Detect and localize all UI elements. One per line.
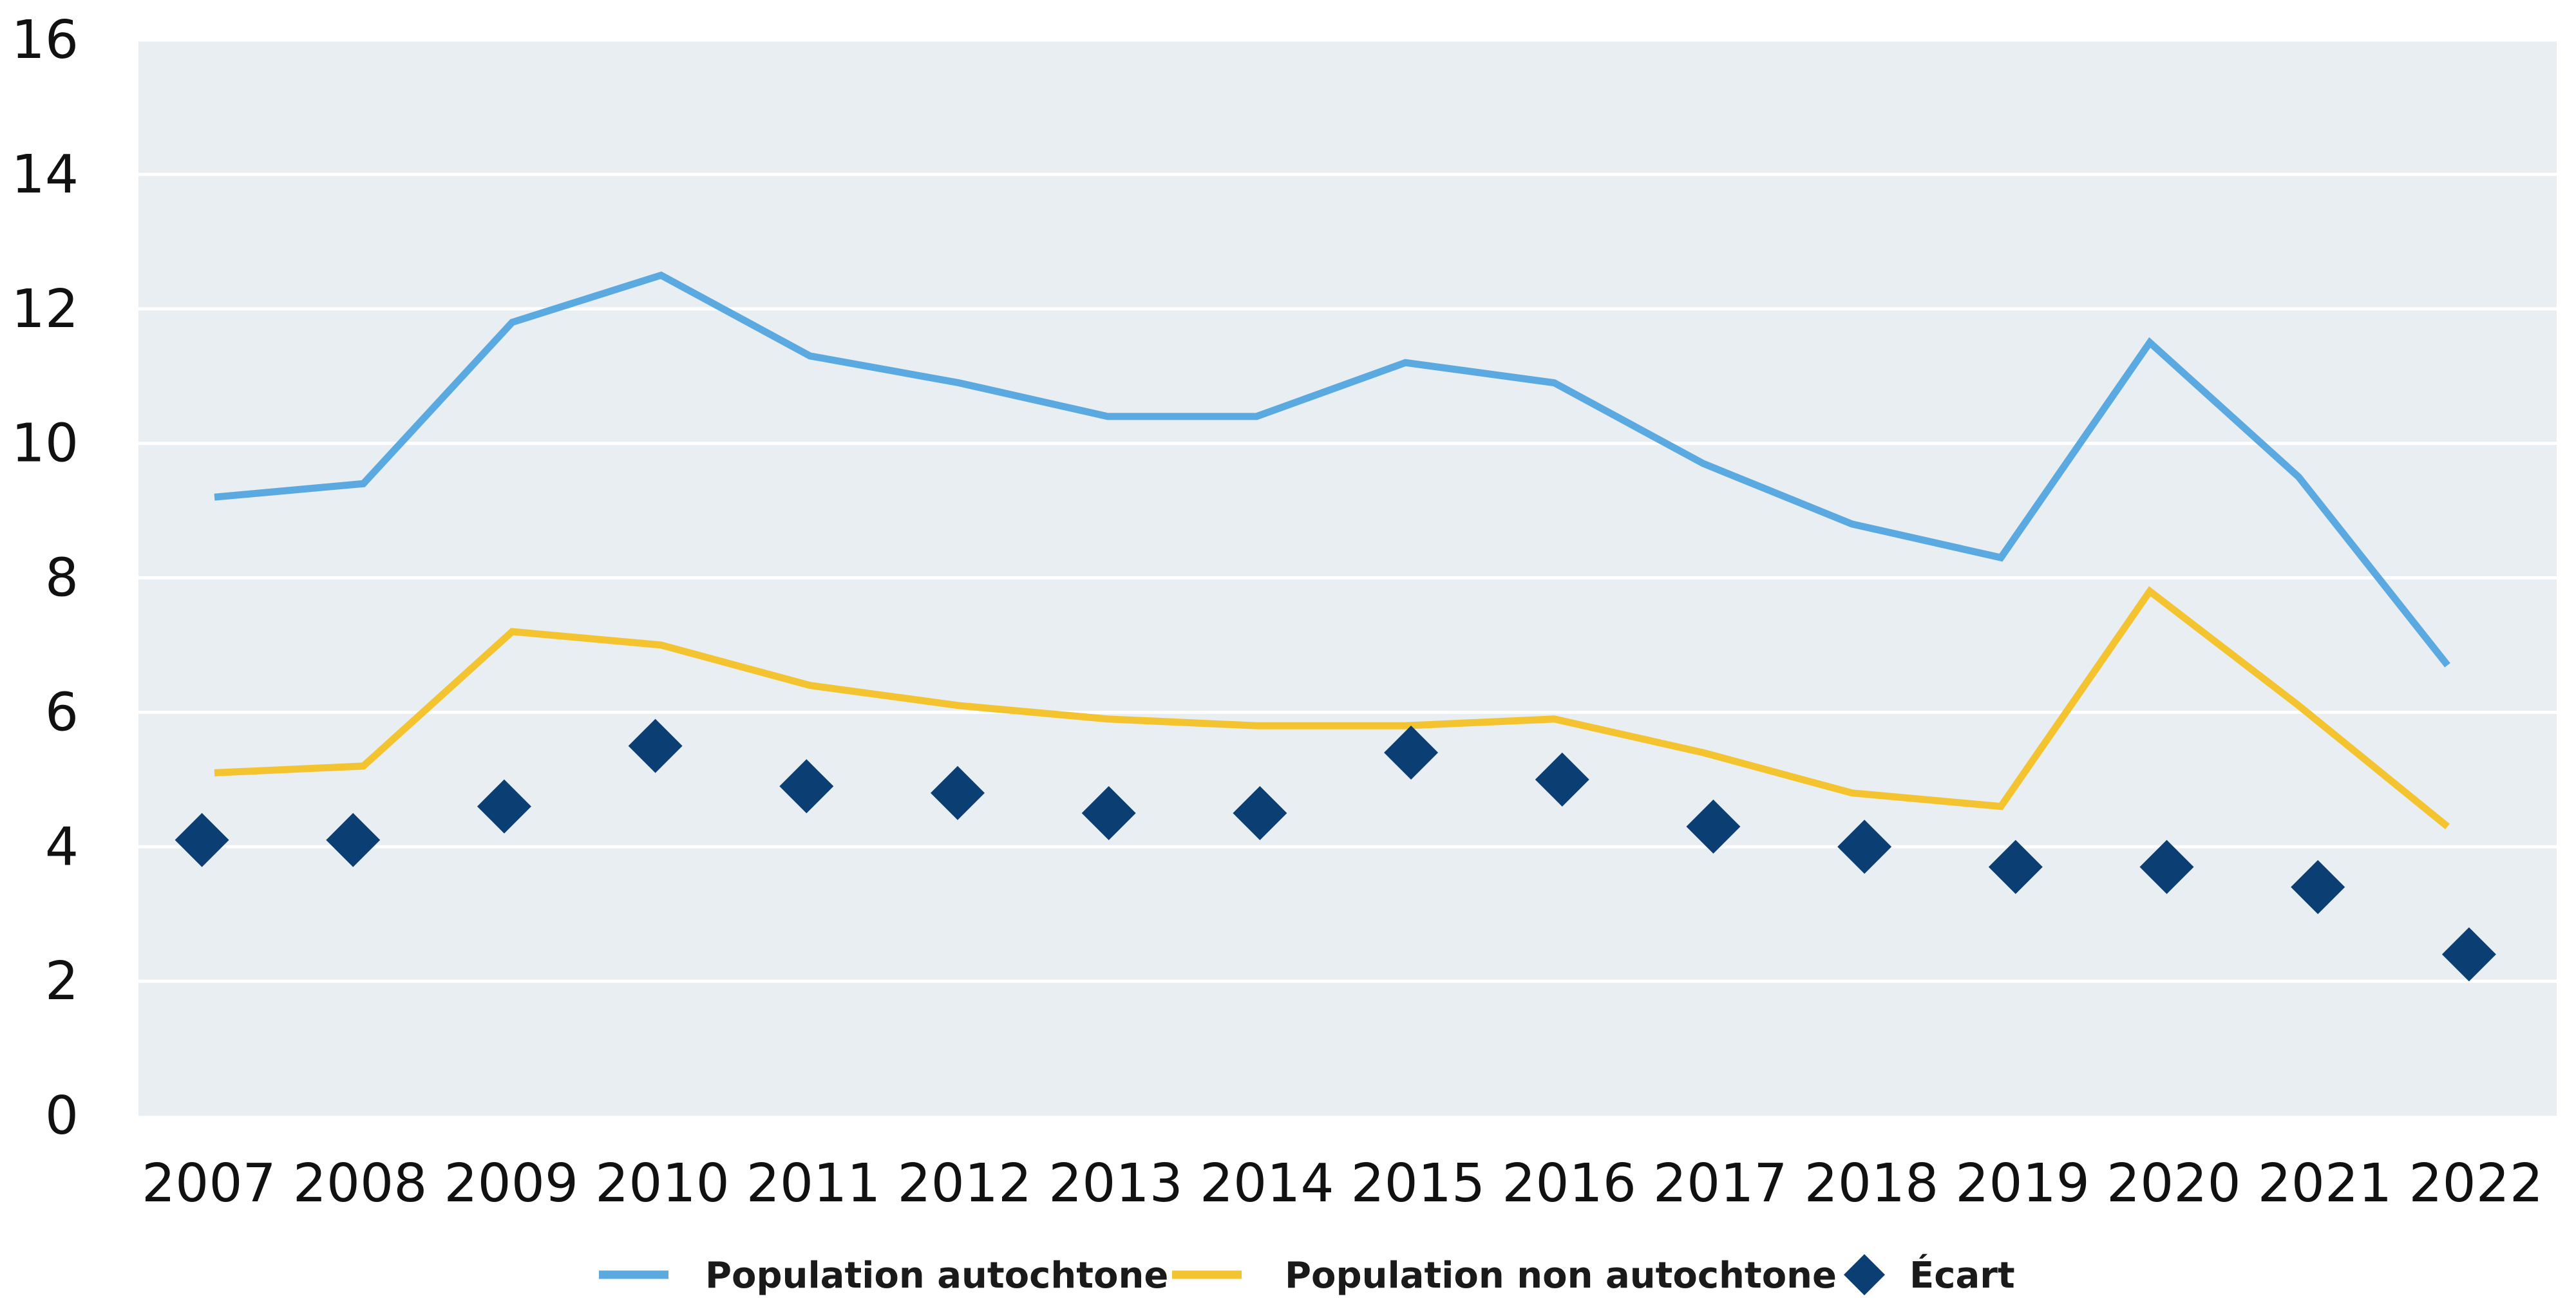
x-tick-label: 2008	[293, 1153, 428, 1214]
series-0	[214, 271, 2450, 668]
data-point-diamond	[1384, 726, 1439, 780]
data-point-diamond	[1081, 786, 1136, 841]
y-tick-label: 6	[45, 682, 79, 743]
data-point-diamond	[477, 779, 531, 834]
data-point-diamond	[628, 718, 683, 773]
legend-item-2: Écart	[1844, 1254, 2015, 1297]
y-tick-label: 4	[45, 816, 79, 878]
y-tick-label: 12	[12, 279, 79, 340]
y-tick-label: 14	[12, 144, 79, 205]
data-point-diamond	[1988, 840, 2043, 894]
data-point-diamond	[1837, 820, 1892, 874]
legend-item-1: Population non autochtone	[1172, 1255, 1837, 1297]
legend-label: Population non autochtone	[1285, 1255, 1837, 1297]
data-point-diamond	[175, 812, 229, 867]
y-tick-label: 0	[45, 1085, 79, 1147]
x-tick-label: 2021	[2258, 1153, 2392, 1214]
series-line	[214, 271, 2450, 668]
x-tick-label: 2020	[2107, 1153, 2241, 1214]
series-line	[214, 586, 2450, 830]
x-tick-label: 2016	[1502, 1153, 1636, 1214]
data-point-diamond	[2139, 840, 2194, 894]
data-point-diamond	[779, 759, 834, 814]
legend: Population autochtone Population non auto…	[599, 1254, 2015, 1297]
x-tick-label: 2019	[1955, 1153, 2090, 1214]
x-tick-label: 2009	[444, 1153, 578, 1214]
data-point-diamond	[1535, 752, 1589, 807]
legend-swatch-diamond	[1844, 1254, 1885, 1295]
y-tick-label: 2	[45, 951, 79, 1012]
data-point-diamond	[2441, 927, 2496, 982]
series-2	[175, 718, 2496, 982]
x-tick-label: 2018	[1804, 1153, 1939, 1214]
legend-label: Écart	[1909, 1254, 2015, 1297]
x-tick-label: 2014	[1200, 1153, 1334, 1214]
x-axis-ticks: 2007 2008 2009 2010 2011 2012 2013 2014 2015 2016…	[142, 1153, 2543, 1214]
x-tick-label: 2015	[1351, 1153, 1486, 1214]
x-tick-label: 2017	[1653, 1153, 1788, 1214]
x-tick-label: 2010	[595, 1153, 730, 1214]
y-tick-label: 8	[45, 548, 79, 609]
x-tick-label: 2011	[746, 1153, 881, 1214]
y-tick-label: 10	[12, 413, 79, 474]
data-point-diamond	[1233, 786, 1287, 841]
x-tick-label: 2022	[2409, 1153, 2543, 1214]
data-point-diamond	[326, 812, 381, 867]
data-point-diamond	[931, 765, 985, 820]
x-tick-label: 2007	[142, 1153, 276, 1214]
x-tick-label: 2013	[1048, 1153, 1183, 1214]
legend-item-0: Population autochtone	[599, 1255, 1168, 1297]
data-point-diamond	[1686, 799, 1741, 854]
series-layer	[175, 271, 2496, 982]
legend-label: Population autochtone	[705, 1255, 1168, 1297]
data-point-diamond	[2291, 859, 2345, 914]
series-1	[214, 586, 2450, 830]
x-tick-label: 2012	[897, 1153, 1032, 1214]
gridlines	[138, 38, 2557, 983]
y-axis-ticks: 0 2 4 6 8 10 12 14 16	[12, 10, 79, 1147]
y-tick-label: 16	[12, 10, 79, 71]
